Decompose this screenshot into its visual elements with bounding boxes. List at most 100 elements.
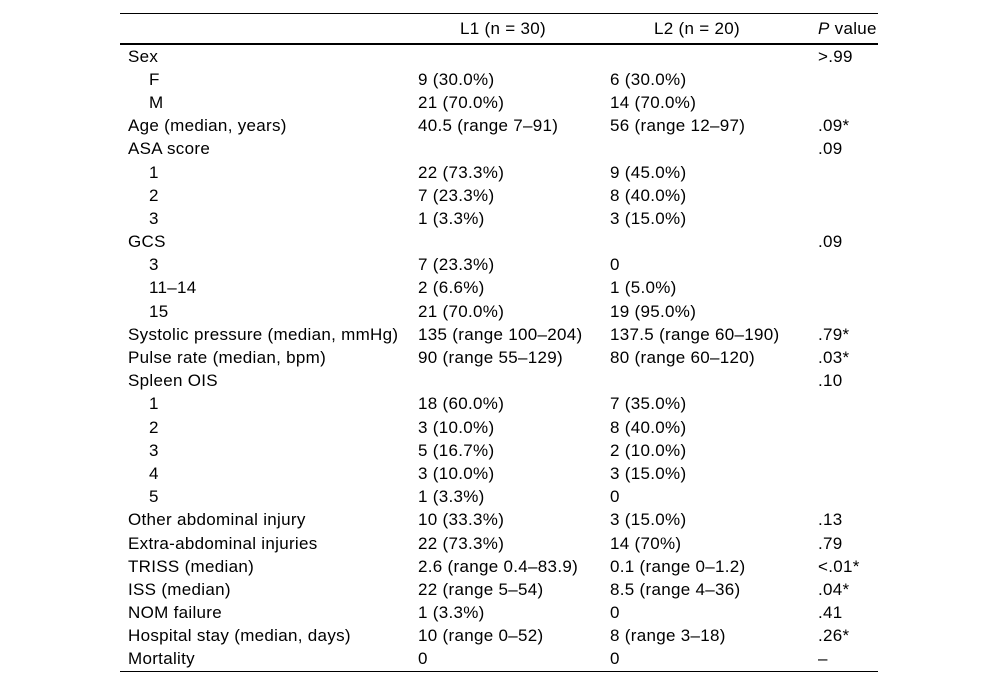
p-value-cell: [818, 161, 878, 184]
l2-value-cell: 3 (15.0%): [610, 510, 687, 530]
row-label-cell: 15: [149, 301, 169, 321]
l2-value-cell: 0: [610, 487, 620, 507]
p-value-cell: <.01*: [818, 556, 860, 576]
header-pvalue-column: P value: [818, 14, 878, 45]
table-row: Other abdominal injury 10 (33.3%) 3 (15.0%…: [120, 509, 878, 532]
p-value-cell: [818, 486, 878, 509]
table-row: 1 18 (60.0%) 7 (35.0%): [120, 393, 878, 416]
l1-value-cell: 1 (3.3%): [418, 487, 485, 507]
p-value-cell: .79: [818, 533, 843, 553]
table-row: 11–14 2 (6.6%) 1 (5.0%): [120, 277, 878, 300]
l2-value-cell: 19 (95.0%): [610, 301, 697, 321]
row-label-cell: ISS (median): [128, 579, 231, 599]
table-row: Systolic pressure (median, mmHg) 135 (ran…: [120, 323, 878, 346]
p-value-cell: .03*: [818, 348, 850, 368]
table-row: 15 21 (70.0%) 19 (95.0%): [120, 300, 878, 323]
table-row: 3 7 (23.3%) 0: [120, 254, 878, 277]
table-row: Mortality 0 0 –: [120, 648, 878, 672]
row-label-cell: NOM failure: [128, 603, 222, 623]
l1-value-cell: 3 (10.0%): [418, 463, 495, 483]
p-value-cell: [818, 207, 878, 230]
table-row: Age (median, years) 40.5 (range 7–91) 56 (…: [120, 115, 878, 138]
table-row: F 9 (30.0%) 6 (30.0%): [120, 68, 878, 91]
row-label-cell: 3: [149, 255, 159, 275]
p-value-cell: .26*: [818, 626, 850, 646]
row-label-cell: Systolic pressure (median, mmHg): [128, 324, 399, 344]
l1-value-cell: 9 (30.0%): [418, 69, 495, 89]
row-label-cell: Spleen OIS: [128, 371, 218, 391]
row-label-cell: 5: [149, 487, 159, 507]
l2-value-cell: 2 (10.0%): [610, 440, 687, 460]
l1-value-cell: 90 (range 55–129): [418, 348, 563, 368]
p-value-cell: [818, 184, 878, 207]
l1-value-cell: 0: [418, 649, 428, 669]
table-row: 4 3 (10.0%) 3 (15.0%): [120, 462, 878, 485]
row-label-cell: Other abdominal injury: [128, 510, 306, 530]
l1-value-cell: 2.6 (range 0.4–83.9): [418, 556, 579, 576]
table-row: Sex >.99: [120, 44, 878, 68]
l1-value-cell: 22 (73.3%): [418, 162, 505, 182]
l2-value-cell: [610, 138, 818, 161]
table-row: 3 5 (16.7%) 2 (10.0%): [120, 439, 878, 462]
l2-value-cell: 8.5 (range 4–36): [610, 579, 741, 599]
row-label-cell: M: [149, 92, 164, 112]
l1-value-cell: 5 (16.7%): [418, 440, 495, 460]
p-value-cell: .09*: [818, 116, 850, 136]
pvalue-italic-p: P: [818, 18, 830, 38]
row-label-cell: TRISS (median): [128, 556, 255, 576]
table-row: 3 1 (3.3%) 3 (15.0%): [120, 207, 878, 230]
row-label-cell: GCS: [128, 232, 166, 252]
p-value-cell: .09: [818, 232, 843, 252]
p-value-cell: [818, 277, 878, 300]
row-label-cell: 11–14: [149, 278, 197, 298]
l2-value-cell: [610, 370, 818, 393]
l2-value-cell: 8 (40.0%): [610, 185, 687, 205]
l2-value-cell: 14 (70.0%): [610, 92, 697, 112]
table-row: 1 22 (73.3%) 9 (45.0%): [120, 161, 878, 184]
table-row: 5 1 (3.3%) 0: [120, 486, 878, 509]
p-value-cell: .10: [818, 371, 843, 391]
l1-value-cell: 21 (70.0%): [418, 301, 505, 321]
l2-value-cell: 0: [610, 255, 620, 275]
l2-value-cell: 8 (range 3–18): [610, 626, 726, 646]
l2-value-cell: 1 (5.0%): [610, 278, 677, 298]
l2-value-cell: 137.5 (range 60–190): [610, 324, 780, 344]
l1-value-cell: 7 (23.3%): [418, 185, 495, 205]
p-value-cell: .79*: [818, 324, 850, 344]
l1-value-cell: 10 (33.3%): [418, 510, 505, 530]
l2-value-cell: [610, 231, 818, 254]
row-label-cell: F: [149, 69, 160, 89]
row-label-cell: Age (median, years): [128, 116, 287, 136]
row-label-cell: Sex: [128, 46, 159, 66]
p-value-cell: .13: [818, 510, 843, 530]
table-row: Spleen OIS .10: [120, 370, 878, 393]
l2-value-cell: [610, 44, 818, 68]
p-value-cell: [818, 439, 878, 462]
p-value-cell: [818, 254, 878, 277]
table-row: M 21 (70.0%) 14 (70.0%): [120, 91, 878, 114]
l1-value-cell: 7 (23.3%): [418, 255, 495, 275]
pvalue-rest: value: [829, 18, 877, 38]
row-label-cell: 2: [149, 185, 159, 205]
table-body: Sex >.99 F 9 (30.0%) 6 (30.0%) M 21 (70.0%) 14 …: [120, 44, 878, 672]
header-l1-column: L1 (n = 30): [460, 18, 546, 38]
l2-value-cell: 3 (15.0%): [610, 208, 687, 228]
row-label-cell: 3: [149, 440, 159, 460]
l2-value-cell: 7 (35.0%): [610, 394, 687, 414]
table-row: ASA score .09: [120, 138, 878, 161]
l1-value-cell: [418, 44, 610, 68]
l2-value-cell: 0: [610, 649, 620, 669]
p-value-cell: .41: [818, 603, 843, 623]
comparison-table: L1 (n = 30) L2 (n = 20) P value Sex >.99 F…: [120, 13, 878, 673]
p-value-cell: [818, 416, 878, 439]
table-row: 2 7 (23.3%) 8 (40.0%): [120, 184, 878, 207]
row-label-cell: ASA score: [128, 139, 211, 159]
p-value-cell: [818, 393, 878, 416]
p-value-cell: [818, 91, 878, 114]
l1-value-cell: 22 (73.3%): [418, 533, 505, 553]
l1-value-cell: 22 (range 5–54): [418, 579, 544, 599]
p-value-cell: .09: [818, 139, 843, 159]
p-value-cell: [818, 300, 878, 323]
row-label-cell: 1: [149, 394, 159, 414]
row-label-cell: Mortality: [128, 649, 195, 669]
